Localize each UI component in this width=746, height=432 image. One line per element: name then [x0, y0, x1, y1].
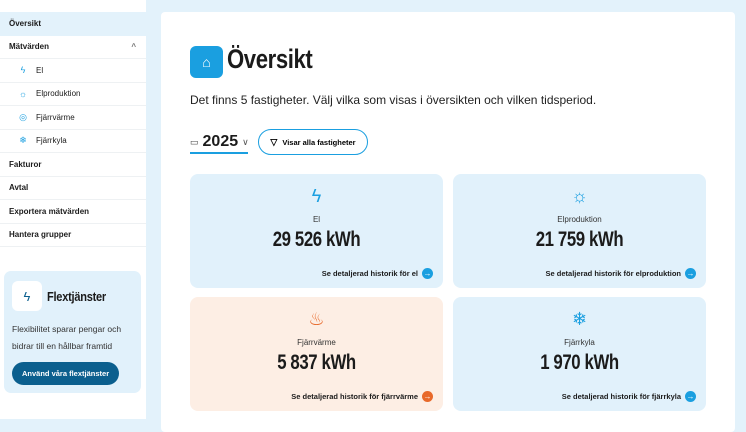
- promo-title: Flextjänster: [47, 288, 106, 304]
- sidebar-item-label: El: [36, 65, 44, 75]
- sun-icon: ☼: [571, 186, 588, 206]
- card-value: 21 759 kWh: [535, 228, 624, 251]
- sidebar-item-hantera-grupper[interactable]: Hantera grupper: [0, 224, 146, 247]
- sidebar-item-matvarden[interactable]: Mätvärden ^: [0, 36, 146, 59]
- arrow-right-icon: →: [685, 268, 696, 279]
- sidebar-item-label: Fakturor: [9, 159, 42, 169]
- lightning-icon: ϟ: [20, 65, 26, 76]
- filter-icon: ▽: [270, 136, 278, 147]
- sidebar-item-label: Elproduktion: [36, 89, 81, 99]
- card-label: Fjärrkyla: [564, 338, 595, 347]
- promo-text: Flexibilitet sparar pengar och bidrar ti…: [12, 324, 122, 351]
- sidebar-item-label: Översikt: [9, 19, 42, 29]
- history-link-el[interactable]: Se detaljerad historik för el →: [322, 268, 433, 279]
- link-label: Se detaljerad historik för fjärrvärme: [291, 392, 418, 401]
- card-fjarrvarme: ♨ Fjärrvärme 5 837 kWh Se detaljerad his…: [190, 297, 443, 411]
- card-value: 5 837 kWh: [277, 351, 356, 374]
- sidebar-item-label: Avtal: [9, 183, 29, 193]
- arrow-right-icon: →: [685, 391, 696, 402]
- card-label: El: [312, 215, 321, 224]
- flextjanster-promo: ϟ Flextjänster Flexibilitet sparar pengar…: [4, 271, 141, 393]
- flame-icon: ♨: [308, 309, 325, 329]
- card-el: ϟ El 29 526 kWh Se detaljerad historik f…: [190, 174, 443, 288]
- sidebar-item-label: Fjärrvärme: [36, 112, 75, 122]
- link-label: Se detaljerad historik för elproduktion: [545, 269, 681, 278]
- sidebar-item-avtal[interactable]: Avtal: [0, 177, 146, 200]
- sidebar-item-label: Hantera grupper: [9, 230, 72, 240]
- chevron-down-icon: ∨: [242, 136, 249, 147]
- sidebar-item-exportera[interactable]: Exportera mätvärden: [0, 200, 146, 224]
- page-description: Det finns 5 fastigheter. Välj vilka som …: [190, 93, 597, 107]
- sidebar-item-label: Mätvärden: [9, 42, 50, 52]
- sidebar-nav: Översikt Mätvärden ^ ϟ El ☼ Elproduktion ◎ F…: [0, 12, 146, 247]
- card-fjarrkyla: ❄ Fjärrkyla 1 970 kWh Se detaljerad hist…: [453, 297, 706, 411]
- sidebar-item-el[interactable]: ϟ El: [0, 59, 146, 83]
- main-panel: ⌂ Översikt Det finns 5 fastigheter. Välj…: [161, 12, 735, 432]
- card-label: Fjärrvärme: [297, 338, 336, 347]
- calendar-icon: ▭: [190, 136, 199, 147]
- year-value: 2025: [202, 133, 239, 150]
- year-select[interactable]: ▭ 2025 ∨: [190, 132, 249, 154]
- history-link-fjarrkyla[interactable]: Se detaljerad historik för fjärrkyla →: [562, 391, 696, 402]
- sidebar-item-elproduktion[interactable]: ☼ Elproduktion: [0, 83, 146, 106]
- sun-icon: ☼: [18, 88, 28, 99]
- sidebar-item-fjarrkyla[interactable]: ❄ Fjärrkyla: [0, 130, 146, 153]
- lightning-icon: ϟ: [311, 186, 322, 206]
- sidebar-item-fjarrvarme[interactable]: ◎ Fjärrvärme: [0, 106, 146, 130]
- sidebar-item-fakturor[interactable]: Fakturor: [0, 153, 146, 177]
- filter-label: Visar alla fastigheter: [282, 137, 356, 147]
- link-label: Se detaljerad historik för el: [321, 269, 418, 278]
- sidebar-item-oversikt[interactable]: Översikt: [0, 12, 146, 36]
- history-link-fjarrvarme[interactable]: Se detaljerad historik för fjärrvärme →: [291, 391, 433, 402]
- card-value: 29 526 kWh: [272, 228, 361, 251]
- chevron-up-icon: ^: [131, 42, 136, 52]
- snowflake-icon: ❄: [19, 135, 27, 146]
- property-filter-button[interactable]: ▽ Visar alla fastigheter: [258, 129, 368, 155]
- sidebar-item-label: Exportera mätvärden: [9, 206, 90, 216]
- lightning-icon: ϟ: [12, 281, 42, 311]
- card-elproduktion: ☼ Elproduktion 21 759 kWh Se detaljerad …: [453, 174, 706, 288]
- history-link-elproduktion[interactable]: Se detaljerad historik för elproduktion →: [546, 268, 696, 279]
- snowflake-icon: ❄: [571, 309, 588, 329]
- page-title: Översikt: [227, 44, 313, 74]
- card-label: Elproduktion: [557, 215, 602, 224]
- arrow-right-icon: →: [422, 391, 433, 402]
- card-value: 1 970 kWh: [540, 351, 619, 374]
- sidebar: Översikt Mätvärden ^ ϟ El ☼ Elproduktion ◎ F…: [0, 0, 146, 419]
- flame-icon: ◎: [19, 111, 27, 122]
- use-flex-services-button[interactable]: Använd våra flextjänster: [12, 362, 120, 385]
- buildings-icon: ⌂: [190, 46, 223, 78]
- sidebar-item-label: Fjärrkyla: [36, 136, 67, 146]
- arrow-right-icon: →: [422, 268, 433, 279]
- link-label: Se detaljerad historik för fjärrkyla: [561, 392, 681, 401]
